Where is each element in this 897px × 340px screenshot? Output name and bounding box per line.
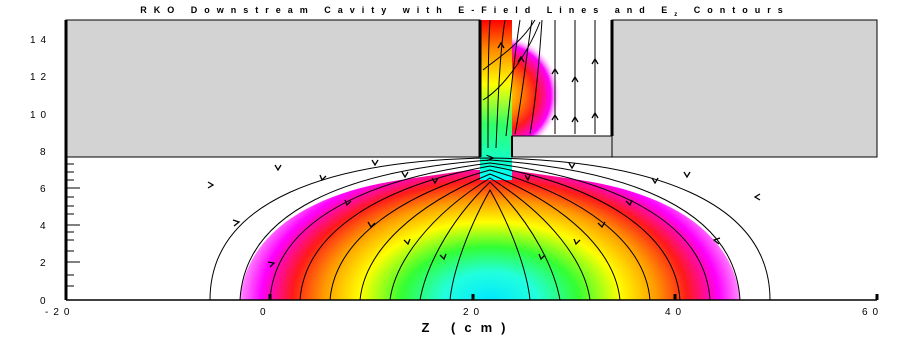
field-line xyxy=(239,159,741,301)
ez-contour-region xyxy=(240,170,740,300)
x-tick-label: 0 xyxy=(260,307,271,318)
field-line xyxy=(514,19,533,135)
x-tick-label: -20 xyxy=(45,307,74,318)
x-tick-labels: -20 0 20 40 60 xyxy=(45,307,883,318)
y-tick-labels: 0 2 4 6 8 10 12 14 xyxy=(30,35,51,307)
y-tick-label: 2 xyxy=(40,258,51,269)
field-line xyxy=(487,19,491,149)
y-axis-ticks xyxy=(66,163,80,301)
field-lines-outside xyxy=(209,158,771,301)
field-line xyxy=(495,19,506,149)
field-line xyxy=(482,21,541,101)
y-tick-label: 8 xyxy=(40,147,51,158)
field-line xyxy=(209,158,771,301)
y-tick-label: 10 xyxy=(30,110,51,121)
field-line xyxy=(529,19,543,135)
field-line xyxy=(482,19,536,71)
ez-contour-gap xyxy=(480,20,512,180)
field-line xyxy=(359,173,621,301)
y-tick-label: 12 xyxy=(30,72,51,83)
x-tick-label: 60 xyxy=(862,307,883,318)
field-line xyxy=(269,162,711,301)
x-tick-label: 40 xyxy=(665,307,686,318)
plot-title: RKO Downstream Cavity with E-Field Lines… xyxy=(140,5,790,18)
field-line xyxy=(299,165,681,301)
x-axis-label: Z (cm) xyxy=(422,320,515,335)
conductor-step xyxy=(511,135,613,158)
field-line xyxy=(505,19,521,137)
y-tick-label: 14 xyxy=(30,35,51,46)
x-tick-label: 20 xyxy=(463,307,484,318)
y-tick-label: 6 xyxy=(40,184,51,195)
conductor-right xyxy=(611,19,878,158)
conductor-left xyxy=(65,19,481,158)
y-tick-label: 0 xyxy=(40,296,51,307)
x-axis xyxy=(64,294,879,301)
field-arrows-cavity xyxy=(497,41,599,123)
field-arrows-outside xyxy=(207,159,761,268)
field-line xyxy=(329,169,651,301)
field-line xyxy=(449,188,531,301)
field-line xyxy=(419,181,561,301)
y-tick-label: 4 xyxy=(40,221,51,232)
field-line xyxy=(389,177,591,301)
